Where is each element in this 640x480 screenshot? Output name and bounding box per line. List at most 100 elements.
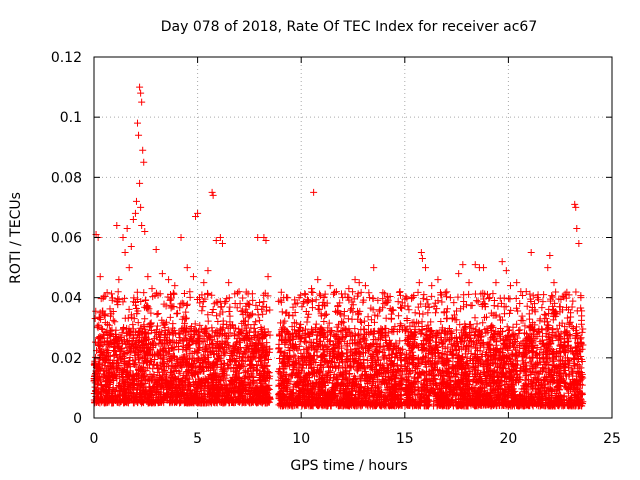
data-point bbox=[222, 340, 230, 348]
data-point bbox=[121, 294, 129, 302]
data-point bbox=[321, 310, 329, 318]
data-point bbox=[237, 356, 245, 364]
data-point bbox=[198, 307, 206, 315]
data-point bbox=[256, 316, 264, 324]
data-point bbox=[154, 390, 162, 398]
data-point bbox=[190, 381, 198, 389]
data-point bbox=[169, 337, 177, 345]
data-point bbox=[262, 351, 270, 359]
data-point bbox=[171, 373, 179, 381]
data-point bbox=[397, 321, 405, 329]
data-point bbox=[185, 341, 193, 349]
data-point bbox=[308, 297, 316, 305]
data-point bbox=[365, 289, 373, 297]
data-point bbox=[258, 353, 266, 361]
data-point bbox=[209, 305, 217, 313]
data-point bbox=[203, 336, 211, 344]
data-point bbox=[104, 347, 112, 355]
data-point bbox=[153, 310, 161, 318]
data-point bbox=[142, 296, 150, 304]
data-point bbox=[166, 338, 174, 346]
data-point bbox=[233, 338, 241, 346]
data-point bbox=[100, 330, 108, 338]
data-point bbox=[226, 312, 234, 320]
data-point bbox=[144, 364, 152, 372]
data-point bbox=[213, 312, 221, 320]
data-point bbox=[149, 365, 157, 373]
data-point bbox=[186, 288, 194, 296]
data-point bbox=[204, 317, 212, 325]
data-point bbox=[244, 290, 252, 298]
data-point bbox=[262, 307, 270, 315]
data-point bbox=[92, 307, 100, 315]
data-point bbox=[325, 319, 333, 327]
data-point bbox=[375, 307, 383, 315]
data-point bbox=[259, 310, 267, 318]
data-point bbox=[135, 328, 143, 336]
data-point bbox=[147, 309, 155, 317]
data-point bbox=[210, 361, 218, 369]
data-point bbox=[284, 294, 292, 302]
data-point bbox=[364, 313, 372, 321]
data-point bbox=[118, 329, 126, 337]
data-point bbox=[254, 311, 262, 319]
data-point bbox=[258, 331, 266, 339]
data-point bbox=[396, 288, 404, 296]
data-point bbox=[242, 288, 250, 296]
data-point bbox=[315, 305, 323, 313]
data-point bbox=[297, 320, 305, 328]
data-point bbox=[91, 353, 99, 361]
data-point bbox=[98, 381, 106, 389]
data-point bbox=[348, 315, 356, 323]
data-point bbox=[199, 303, 207, 311]
data-point bbox=[240, 368, 248, 376]
data-point bbox=[257, 324, 265, 332]
data-point bbox=[141, 315, 149, 323]
data-point bbox=[96, 355, 104, 363]
data-point bbox=[211, 358, 219, 366]
data-point bbox=[308, 304, 316, 312]
data-point bbox=[225, 307, 233, 315]
data-point bbox=[108, 290, 116, 298]
data-point bbox=[227, 352, 235, 360]
data-point bbox=[114, 288, 122, 296]
data-point bbox=[150, 371, 158, 379]
data-point bbox=[303, 318, 311, 326]
data-point bbox=[304, 313, 312, 321]
data-point bbox=[321, 290, 329, 298]
data-point bbox=[131, 360, 139, 368]
data-point bbox=[238, 307, 246, 315]
data-point bbox=[169, 320, 177, 328]
data-point bbox=[395, 288, 403, 296]
data-point bbox=[180, 290, 188, 298]
data-point bbox=[120, 368, 128, 376]
data-point bbox=[176, 330, 184, 338]
data-point bbox=[226, 303, 234, 311]
data-point bbox=[300, 298, 308, 306]
data-point bbox=[170, 326, 178, 334]
data-point bbox=[140, 289, 148, 297]
data-points bbox=[90, 83, 587, 410]
data-point bbox=[298, 303, 306, 311]
data-point bbox=[388, 314, 396, 322]
data-point bbox=[165, 329, 173, 337]
data-point bbox=[278, 308, 286, 316]
data-point bbox=[124, 314, 132, 322]
data-point bbox=[379, 289, 387, 297]
data-point bbox=[98, 325, 106, 333]
data-point bbox=[132, 370, 140, 378]
data-point bbox=[206, 341, 214, 349]
data-point bbox=[135, 359, 143, 367]
data-point bbox=[103, 289, 111, 297]
data-point bbox=[114, 365, 122, 373]
data-point bbox=[388, 307, 396, 315]
data-point bbox=[91, 314, 99, 322]
data-point bbox=[182, 308, 190, 316]
data-point bbox=[281, 317, 289, 325]
data-point bbox=[183, 300, 191, 308]
data-point bbox=[245, 381, 253, 389]
data-point bbox=[154, 310, 162, 318]
data-point bbox=[144, 329, 152, 337]
data-point bbox=[212, 298, 220, 306]
